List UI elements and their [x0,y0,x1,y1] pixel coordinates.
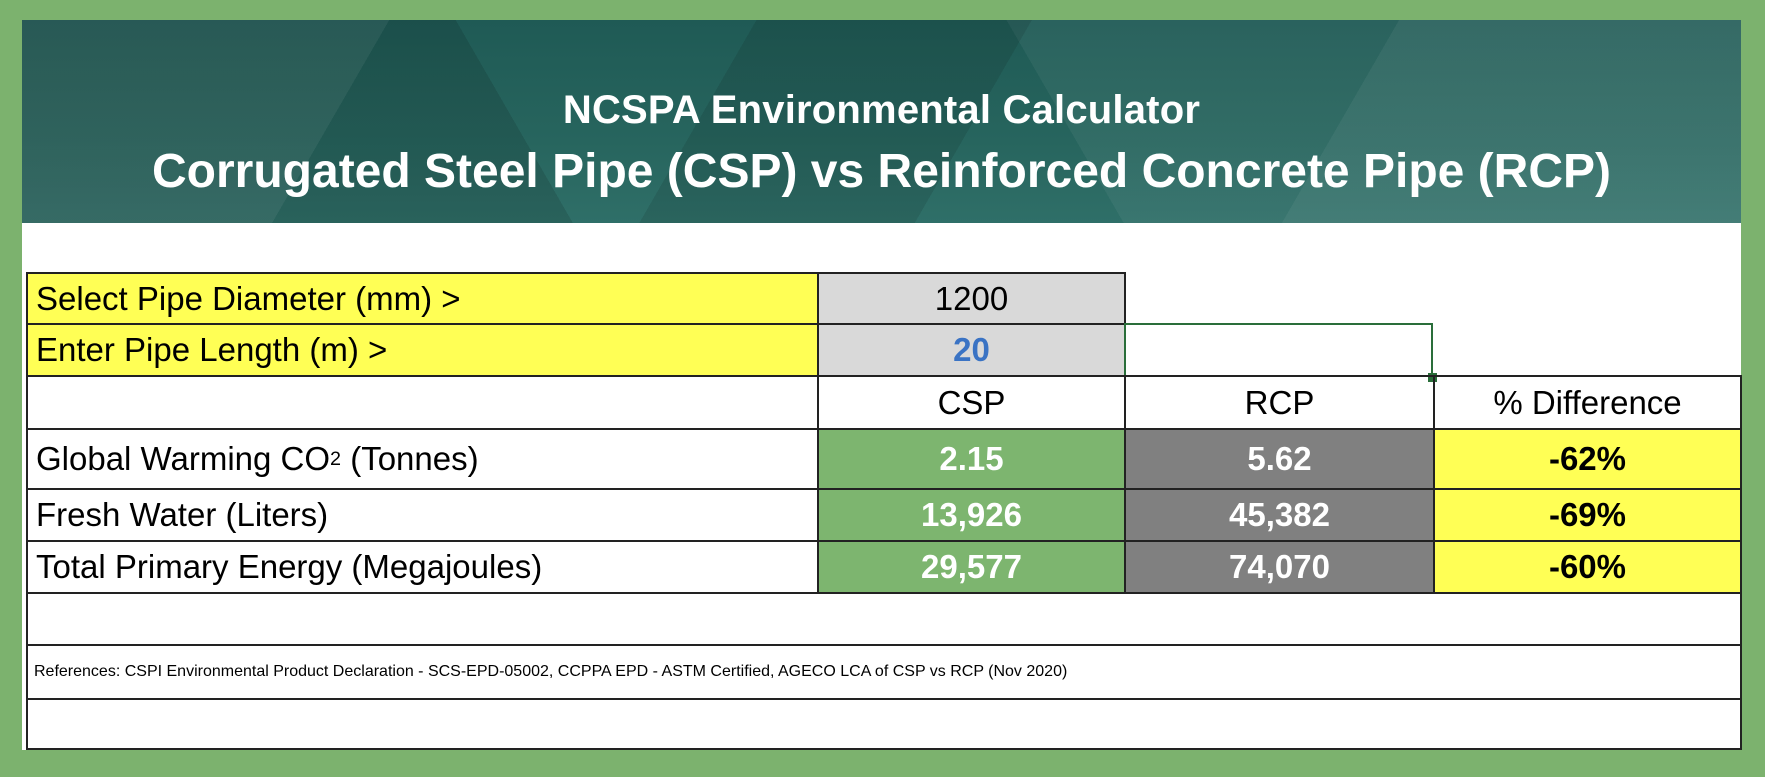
rcp-value-co2: 5.62 [1124,428,1435,490]
csp-value-energy: 29,577 [817,540,1126,594]
row-label-co2: Global Warming CO 2 (Tonnes) [26,428,819,490]
difference-value-energy: -60% [1433,540,1742,594]
page-subtitle: Corrugated Steel Pipe (CSP) vs Reinforce… [152,145,1611,198]
bottom-blank-row [26,698,1742,750]
rcp-value-energy: 74,070 [1124,540,1435,594]
row-label-co2-text: Global Warming CO [36,440,331,477]
row-label-co2-subscript: 2 [330,447,342,470]
blank-row [26,592,1742,646]
csp-value-co2: 2.15 [817,428,1126,490]
rcp-value-water: 45,382 [1124,488,1435,542]
length-input[interactable]: 20 [817,323,1126,377]
row-label-co2-unit: (Tonnes) [341,440,479,477]
column-header-rcp: RCP [1124,375,1435,430]
references-note: References: CSPI Environmental Product D… [26,644,1742,700]
header-blank-cell [26,375,819,430]
page-title: NCSPA Environmental Calculator [562,88,1201,132]
difference-value-water: -69% [1433,488,1742,542]
row-label-energy: Total Primary Energy (Megajoules) [26,540,819,594]
row-label-water: Fresh Water (Liters) [26,488,819,542]
column-header-difference: % Difference [1433,375,1742,430]
length-label: Enter Pipe Length (m) > [26,323,819,377]
diameter-select[interactable]: 1200 [817,272,1126,325]
selected-cell[interactable] [1124,323,1433,377]
diameter-label: Select Pipe Diameter (mm) > [26,272,819,325]
difference-value-co2: -62% [1433,428,1742,490]
fill-handle[interactable] [1428,373,1437,382]
header-banner: NCSPA Environmental Calculator Corrugate… [22,20,1741,223]
csp-value-water: 13,926 [817,488,1126,542]
column-header-csp: CSP [817,375,1126,430]
